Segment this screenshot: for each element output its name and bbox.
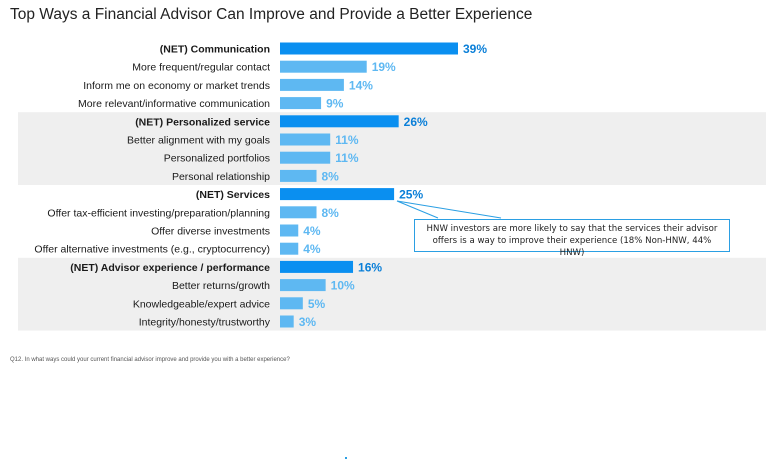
bar bbox=[280, 151, 331, 164]
category-label: Better alignment with my goals bbox=[127, 135, 270, 147]
bar bbox=[280, 206, 317, 219]
footnote: Q12. In what ways could your current fin… bbox=[10, 357, 290, 363]
data-label: 9% bbox=[326, 97, 344, 111]
data-label: 19% bbox=[372, 60, 396, 74]
callout-pointer bbox=[396, 200, 502, 219]
group-band bbox=[18, 257, 766, 331]
net-bar bbox=[280, 260, 354, 273]
net-category-label: (NET) Services bbox=[196, 189, 270, 201]
bar bbox=[280, 224, 299, 237]
bar bbox=[280, 242, 299, 255]
bar bbox=[280, 279, 326, 292]
callout-box: HNW investors are more likely to say tha… bbox=[414, 219, 730, 258]
net-category-label: (NET) Advisor experience / performance bbox=[70, 262, 270, 274]
bar bbox=[280, 297, 303, 310]
chart-rows: (NET) Communication 39% More frequent/regu… bbox=[34, 42, 487, 329]
data-label: 3% bbox=[299, 315, 317, 329]
net-category-label: (NET) Personalized service bbox=[135, 116, 270, 128]
net-category-label: (NET) Communication bbox=[160, 44, 270, 56]
data-label: 5% bbox=[308, 297, 326, 311]
callout-leader bbox=[396, 200, 502, 219]
data-label: 11% bbox=[335, 151, 359, 165]
chart-title: Top Ways a Financial Advisor Can Improve… bbox=[10, 6, 533, 23]
category-label: Offer diverse investments bbox=[151, 226, 270, 238]
page-dot bbox=[345, 457, 347, 459]
data-label: 10% bbox=[331, 279, 355, 293]
category-label: Personalized portfolios bbox=[164, 153, 270, 165]
data-label: 8% bbox=[322, 169, 340, 183]
bar bbox=[280, 78, 344, 91]
category-label: Inform me on economy or market trends bbox=[83, 80, 270, 92]
category-label: Knowledgeable/expert advice bbox=[133, 298, 270, 310]
data-label: 25% bbox=[399, 188, 423, 202]
net-bar bbox=[280, 115, 399, 128]
category-label: Offer tax-efficient investing/preparatio… bbox=[47, 207, 270, 219]
category-label: Integrity/honesty/trustworthy bbox=[139, 317, 271, 329]
category-label: Offer alternative investments (e.g., cry… bbox=[34, 244, 270, 256]
net-bar bbox=[280, 42, 458, 55]
category-label: Personal relationship bbox=[172, 171, 270, 183]
category-label: More relevant/informative communication bbox=[78, 98, 270, 110]
bar bbox=[280, 315, 294, 328]
data-label: 39% bbox=[463, 42, 487, 56]
data-label: 4% bbox=[303, 224, 321, 238]
data-label: 26% bbox=[404, 115, 428, 129]
data-label: 4% bbox=[303, 242, 321, 256]
bar bbox=[280, 133, 331, 146]
category-label: Better returns/growth bbox=[172, 280, 270, 292]
data-label: 14% bbox=[349, 78, 373, 92]
net-bar bbox=[280, 188, 395, 201]
category-label: More frequent/regular contact bbox=[132, 62, 270, 74]
bar bbox=[280, 169, 317, 182]
group-bands bbox=[18, 112, 766, 331]
bar bbox=[280, 60, 367, 73]
data-label: 8% bbox=[322, 206, 340, 220]
data-label: 11% bbox=[335, 133, 359, 147]
data-label: 16% bbox=[358, 260, 382, 274]
bar bbox=[280, 97, 322, 110]
